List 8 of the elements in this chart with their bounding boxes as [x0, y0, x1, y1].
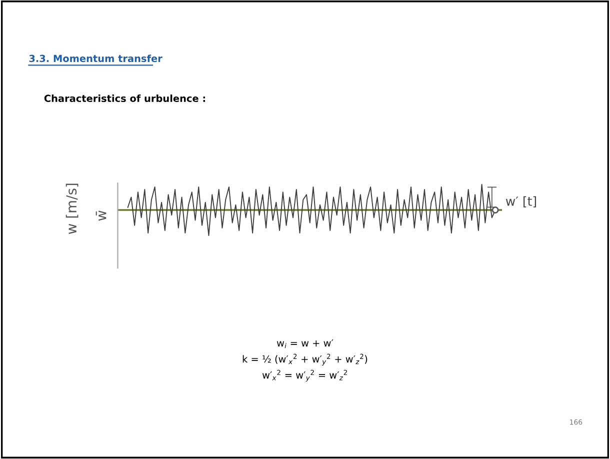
text: w′$_{x}$$^{2}$ = w′$_{y}$$^{2}$ = w′$_{z}$$^{2}$ — [262, 370, 347, 382]
ref-line-label: w̄ — [96, 210, 106, 221]
text: w′ [t] — [506, 196, 536, 208]
chart-subtitle: Characteristics of urbulence : — [44, 94, 206, 102]
text: w$_{i}$ = w + w′ — [276, 339, 334, 348]
chart-title: 3.3. Momentum transfer — [29, 54, 162, 62]
text: k = ½ (w′$_{x}$$^{2}$ + w′$_{y}$$^{2}$ + w′$_{z}$$^{2}$) — [242, 354, 368, 366]
y-axis-title: w [m/s] — [66, 184, 78, 234]
